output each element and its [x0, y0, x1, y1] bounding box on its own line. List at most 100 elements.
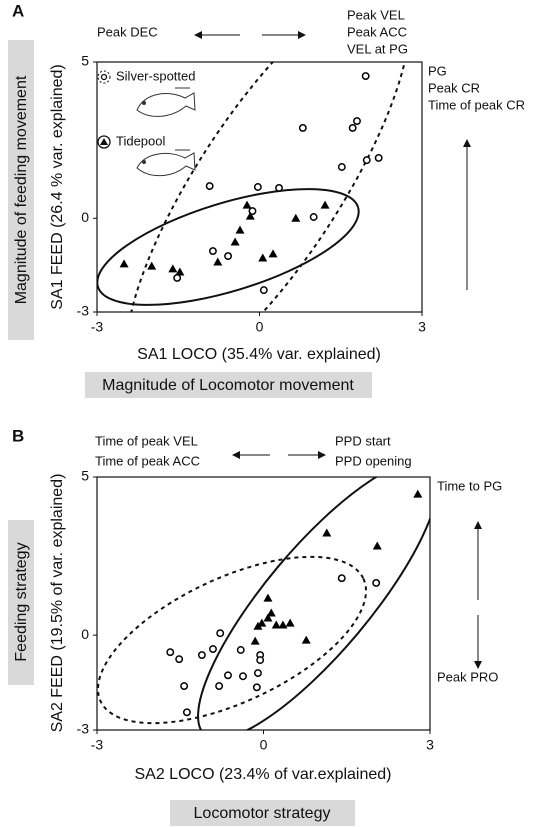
legend-marker [100, 73, 108, 81]
strategy-label: Feeding strategy [13, 542, 30, 661]
plot-frame [96, 476, 431, 731]
point [209, 645, 217, 653]
x-tick-label: 3 [426, 737, 434, 753]
point [271, 620, 281, 629]
y-tick-label: 5 [81, 53, 89, 69]
point [263, 613, 273, 622]
y-tick-label: 5 [81, 468, 89, 484]
y-tick-label: -3 [77, 721, 90, 737]
point [245, 211, 255, 220]
legend-marker [97, 135, 111, 149]
point [252, 683, 261, 692]
point [224, 671, 232, 680]
point [309, 213, 318, 221]
confidence-ellipse [97, 555, 368, 725]
point [337, 574, 346, 583]
point [213, 257, 223, 266]
annotation: VEL at PG [347, 41, 408, 56]
point [291, 213, 301, 222]
point [236, 646, 245, 654]
x-tick-label: 0 [260, 737, 268, 753]
point [258, 253, 268, 262]
annotation: Peak PRO [437, 669, 498, 684]
fish-icon [136, 92, 196, 117]
annotation: PG [428, 63, 447, 78]
point [175, 267, 185, 276]
y-tick-label: 0 [81, 209, 89, 225]
legend-marker [100, 138, 108, 145]
point [372, 578, 381, 587]
point [266, 608, 276, 617]
y-axis-label: SA2 FEED (19.5% of var. explained) [49, 474, 66, 733]
strategy-label: Locomotor strategy [194, 805, 331, 822]
point [263, 593, 273, 602]
point [353, 117, 361, 126]
point [175, 655, 184, 664]
annotation: Peak DEC [97, 24, 158, 39]
point [215, 682, 224, 690]
point [337, 163, 346, 171]
point [256, 656, 265, 665]
annotation: Time to PG [437, 478, 502, 493]
point [268, 249, 278, 258]
panel-label: A [12, 1, 24, 20]
point [278, 620, 288, 629]
confidence-ellipse [97, 188, 360, 306]
point [239, 672, 247, 681]
point [348, 123, 357, 132]
fish-eye [142, 160, 146, 164]
point [180, 682, 189, 690]
point [254, 669, 262, 678]
annotation: PPD start [335, 433, 391, 448]
annotation: Time of peak VEL [95, 433, 198, 448]
legend-marker [97, 70, 111, 84]
confidence-ellipse [125, 62, 411, 312]
point [361, 72, 370, 81]
label-box [170, 800, 355, 826]
point [285, 618, 295, 627]
x-tick-label: -3 [91, 319, 104, 335]
point [224, 252, 233, 261]
point [259, 286, 268, 295]
x-tick-label: 0 [256, 319, 264, 335]
annotation: Peak CR [428, 80, 480, 95]
y-axis-label: SA1 FEED (26.4 % var. explained) [49, 64, 66, 309]
annotation: Peak ACC [347, 24, 407, 39]
point [301, 635, 311, 644]
fish-eye [142, 101, 146, 105]
point [166, 648, 175, 657]
point [242, 200, 252, 209]
legend-label: Tidepool [116, 133, 165, 148]
fish-icon [136, 152, 196, 177]
point [197, 651, 206, 659]
point [413, 489, 423, 498]
point [208, 247, 217, 256]
x-tick-label: -3 [91, 737, 104, 753]
x-axis-label: SA2 LOCO (23.4% of var.explained) [134, 766, 391, 783]
point [216, 629, 225, 638]
point [374, 153, 383, 162]
point [173, 273, 182, 282]
point [235, 225, 245, 234]
point [168, 264, 178, 273]
panel-label: B [12, 426, 24, 445]
legend-label: Silver-spotted [116, 68, 195, 83]
label-box [8, 40, 34, 340]
point [322, 528, 332, 537]
annotation: PPD opening [335, 453, 412, 468]
point [362, 156, 371, 165]
annotation: Peak VEL [347, 7, 405, 22]
label-box [85, 372, 372, 398]
point [372, 541, 382, 550]
point [119, 259, 129, 268]
y-tick-label: 0 [81, 626, 89, 642]
point [230, 237, 240, 246]
point [320, 200, 330, 209]
point [147, 261, 157, 270]
label-box [8, 520, 34, 685]
point [253, 183, 262, 191]
y-tick-label: -3 [77, 303, 90, 319]
strategy-label: Magnitude of Locomotor movement [102, 377, 354, 394]
